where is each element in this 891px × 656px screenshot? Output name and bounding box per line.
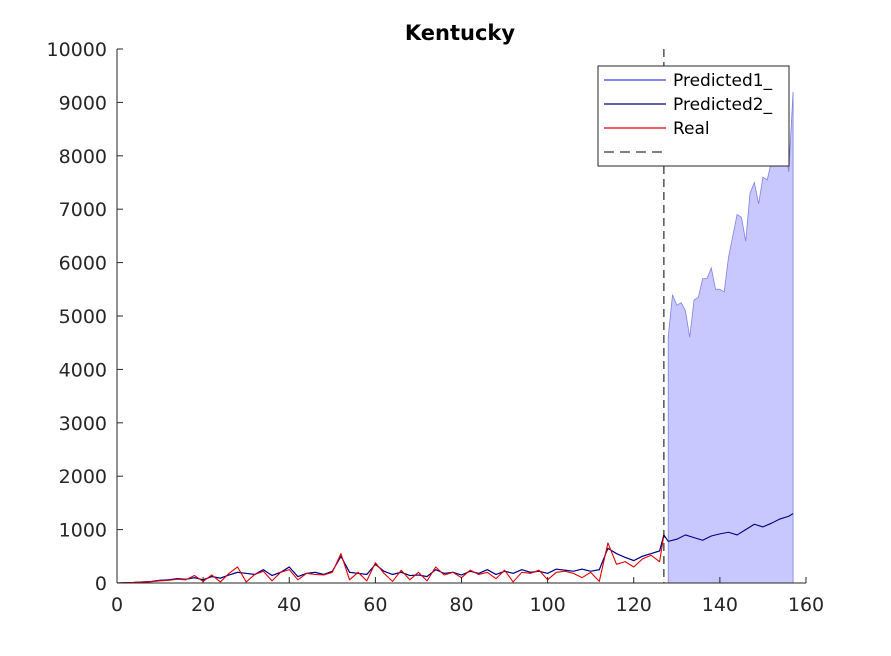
y-tick-label: 9000 [59,92,107,114]
y-tick-label: 3000 [59,413,107,435]
x-tick-label: 120 [616,594,652,616]
y-tick-label: 10000 [47,39,107,61]
x-tick-label: 20 [191,594,215,616]
chart-title: Kentucky [405,21,515,45]
y-tick-label: 2000 [59,466,107,488]
y-tick-label: 0 [95,573,107,595]
y-tick-label: 5000 [59,306,107,328]
legend-label-predicted2: Predicted2_ [673,95,773,115]
ticks: 0 20 40 60 80 100 120 140 160 0 1000 2000 3000 4000 50… [47,39,825,616]
legend-box [597,65,790,167]
legend-label-real: Real [673,119,710,139]
x-tick-label: 140 [702,594,738,616]
x-tick-label: 80 [449,594,473,616]
series-layer [116,513,794,584]
y-tick-label: 8000 [59,146,107,168]
y-tick-label: 4000 [59,359,107,381]
y-tick-label: 6000 [59,253,107,275]
x-tick-label: 160 [788,594,824,616]
series-line-predicted1 [116,534,665,584]
x-tick-label: 40 [277,594,301,616]
legend-label-predicted1: Predicted1_ [673,71,773,91]
y-tick-label: 7000 [59,199,107,221]
series-line-real [116,534,665,584]
x-tick-label: 60 [363,594,387,616]
x-tick-label: 0 [111,594,123,616]
series-line-predicted2 [116,513,794,584]
legend: Predicted1_ Predicted2_ Real [597,65,790,167]
y-tick-label: 1000 [59,520,107,542]
x-tick-label: 100 [529,594,565,616]
